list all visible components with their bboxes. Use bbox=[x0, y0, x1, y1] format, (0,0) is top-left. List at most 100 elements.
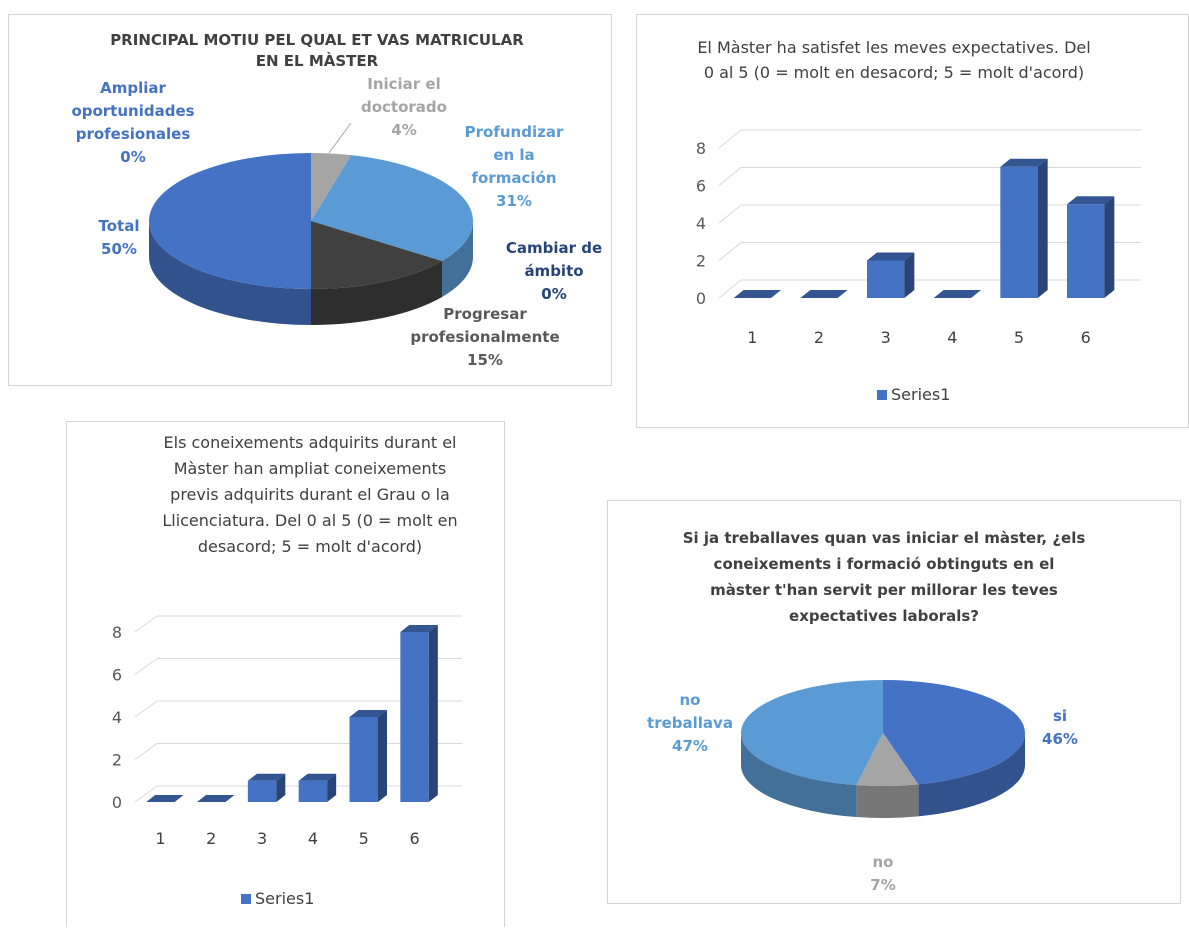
chart-panel-coneixements: Els coneixements adquirits durant el Màst… bbox=[66, 421, 505, 927]
chart-panel-motiu-matricula: PRINCIPAL MOTIU PEL QUAL ET VAS MATRICUL… bbox=[8, 14, 612, 386]
data-label-2-line-2: 47% bbox=[672, 737, 708, 755]
bar-front-5 bbox=[1067, 204, 1105, 298]
chart-panel-expectatives: El Màster ha satisfet les meves expectat… bbox=[636, 14, 1189, 428]
bar-side-4 bbox=[377, 710, 387, 802]
bar-side-5 bbox=[1104, 196, 1115, 298]
pie-slice-0 bbox=[311, 153, 352, 221]
data-label-1-line-3: 31% bbox=[496, 192, 532, 210]
data-label-0-line-0: Iniciar el bbox=[367, 75, 441, 93]
grid-slant-1 bbox=[134, 743, 158, 760]
bar-front-5 bbox=[400, 632, 429, 802]
bar-top-4 bbox=[349, 710, 387, 717]
grid-slant-3 bbox=[718, 167, 742, 186]
chart-title-line-0: El Màster ha satisfet les meves expectat… bbox=[697, 38, 1090, 57]
bar-top-3 bbox=[298, 773, 337, 781]
x-tick-label-2: 3 bbox=[881, 328, 891, 347]
bar-side-2 bbox=[904, 252, 915, 298]
bar-top-0 bbox=[146, 795, 184, 802]
data-label-2-line-1: treballava bbox=[647, 714, 733, 732]
bar-top-2 bbox=[247, 773, 286, 781]
pie-slice-1 bbox=[856, 733, 919, 786]
chart-title-line-1: EN EL MÀSTER bbox=[256, 51, 379, 70]
pie-side-2 bbox=[741, 733, 857, 818]
bar-side-5 bbox=[428, 625, 438, 802]
chart-title-line-1: 0 al 5 (0 = molt en desacord; 5 = molt d… bbox=[704, 63, 1084, 82]
data-label-4-line-1: 50% bbox=[101, 240, 137, 258]
pie-slice-4 bbox=[149, 153, 311, 289]
grid-slant-1 bbox=[718, 242, 742, 261]
bar-front-2 bbox=[247, 780, 277, 802]
leader-line-doctorado bbox=[328, 122, 352, 154]
chart-title-line-3: Llicenciatura. Del 0 al 5 (0 = molt en bbox=[162, 511, 457, 530]
y-tick-label-2: 4 bbox=[696, 214, 706, 233]
pie-slice-3 bbox=[311, 221, 443, 289]
data-label-0-line-1: doctorado bbox=[361, 98, 447, 116]
x-tick-label-5: 6 bbox=[1081, 328, 1091, 347]
pie-side-1 bbox=[856, 784, 919, 818]
data-label-3-line-2: 15% bbox=[467, 351, 503, 369]
chart-title-line-0: PRINCIPAL MOTIU PEL QUAL ET VAS MATRICUL… bbox=[110, 31, 524, 49]
data-label-1-line-0: no bbox=[873, 853, 894, 871]
grid-slant-0 bbox=[718, 279, 742, 299]
data-label-5-line-0: Ampliar bbox=[100, 79, 166, 97]
chart-title-line-3: expectatives laborals? bbox=[789, 607, 979, 625]
x-tick-label-3: 4 bbox=[308, 829, 318, 848]
pie-side-0 bbox=[918, 733, 1025, 817]
data-label-2-line-1: ámbito bbox=[524, 262, 583, 280]
data-label-5-line-1: oportunidades bbox=[71, 102, 194, 120]
grid-slant-2 bbox=[718, 204, 742, 224]
bar-top-1 bbox=[800, 290, 848, 298]
chart-title-line-1: coneixements i formació obtinguts en el bbox=[714, 555, 1055, 573]
pie-chart-millora-laboral: Si ja treballaves quan vas iniciar el mà… bbox=[647, 529, 1085, 894]
bar-top-4 bbox=[1000, 158, 1048, 167]
bar-side-4 bbox=[1037, 158, 1048, 298]
y-tick-label-4: 8 bbox=[696, 139, 706, 158]
data-label-2-line-0: Cambiar de bbox=[506, 239, 602, 257]
data-label-3-line-1: profesionalmente bbox=[410, 328, 559, 346]
bar-top-5 bbox=[1067, 196, 1115, 205]
chart-title-line-0: Els coneixements adquirits durant el bbox=[164, 433, 457, 452]
legend-swatch bbox=[241, 894, 251, 904]
bar-top-0 bbox=[733, 290, 781, 298]
x-tick-label-1: 2 bbox=[814, 328, 824, 347]
data-label-1-line-2: formación bbox=[472, 169, 557, 187]
x-tick-label-0: 1 bbox=[747, 328, 757, 347]
grid-slant-0 bbox=[134, 785, 158, 803]
x-tick-label-4: 5 bbox=[1014, 328, 1024, 347]
bar-front-4 bbox=[1000, 166, 1038, 298]
bar-front-2 bbox=[867, 260, 905, 298]
pie-side-4 bbox=[149, 221, 311, 325]
chart-panel-millora-laboral: Si ja treballaves quan vas iniciar el mà… bbox=[607, 500, 1181, 904]
data-label-0-line-0: si bbox=[1053, 707, 1067, 725]
x-tick-label-0: 1 bbox=[155, 829, 165, 848]
chart-title-line-2: previs adquirits durant el Grau o la bbox=[170, 485, 450, 504]
y-tick-label-1: 2 bbox=[112, 751, 122, 770]
grid-slant-3 bbox=[134, 658, 158, 675]
y-tick-label-3: 6 bbox=[112, 666, 122, 685]
bar-top-2 bbox=[867, 252, 915, 261]
data-label-1-line-1: en la bbox=[493, 146, 534, 164]
data-label-5-line-3: 0% bbox=[120, 148, 145, 166]
pie-side-3 bbox=[311, 260, 443, 325]
bar-side-3 bbox=[327, 773, 337, 802]
data-label-1-line-0: Profundizar bbox=[465, 123, 564, 141]
chart-title-line-2: màster t'han servit per millorar les tev… bbox=[710, 581, 1058, 599]
pie-slice-0 bbox=[883, 680, 1025, 785]
data-label-4-line-0: Total bbox=[99, 217, 140, 235]
y-tick-label-0: 0 bbox=[112, 793, 122, 812]
y-tick-label-4: 8 bbox=[112, 623, 122, 642]
data-label-0-line-2: 4% bbox=[391, 121, 416, 139]
data-label-1-line-1: 7% bbox=[870, 876, 895, 894]
grid-slant-4 bbox=[134, 615, 158, 633]
chart-title-line-1: Màster han ampliat coneixements bbox=[174, 459, 447, 478]
x-tick-label-3: 4 bbox=[947, 328, 957, 347]
pie-side-1 bbox=[442, 221, 473, 297]
bar-front-4 bbox=[349, 717, 378, 802]
y-tick-label-2: 4 bbox=[112, 708, 122, 727]
chart-title-line-4: desacord; 5 = molt d'acord) bbox=[198, 537, 422, 556]
y-tick-label-0: 0 bbox=[696, 289, 706, 308]
y-tick-label-1: 2 bbox=[696, 252, 706, 271]
data-label-0-line-1: 46% bbox=[1042, 730, 1078, 748]
x-tick-label-2: 3 bbox=[257, 829, 267, 848]
legend-swatch bbox=[877, 390, 887, 400]
